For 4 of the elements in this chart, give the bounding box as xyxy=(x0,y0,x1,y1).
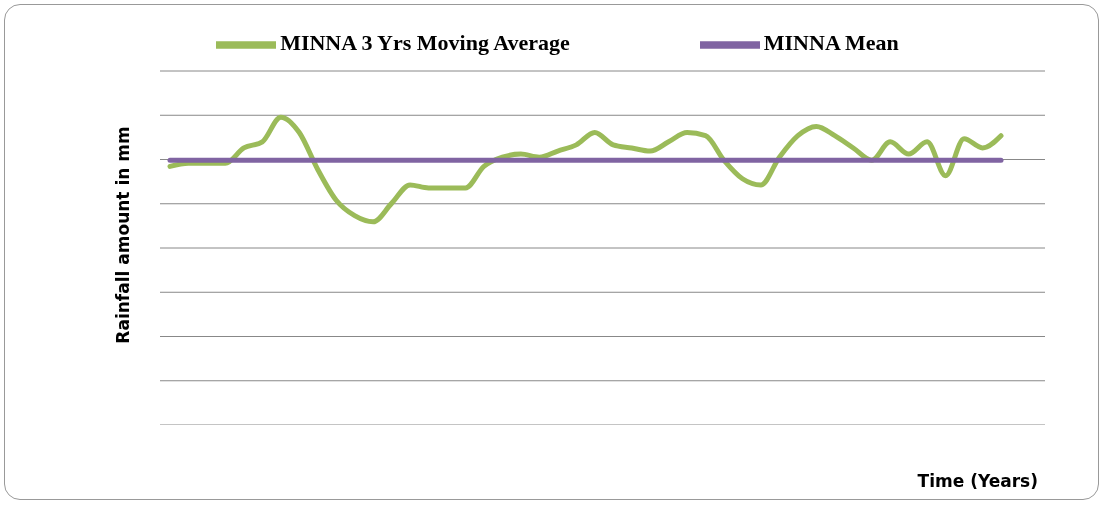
y-axis-title: Rainfall amount in mm xyxy=(113,126,133,344)
legend-label: MINNA 3 Yrs Moving Average xyxy=(280,30,570,56)
x-axis-title: Time (Years) xyxy=(917,471,1038,491)
legend-label: MINNA Mean xyxy=(763,30,899,56)
